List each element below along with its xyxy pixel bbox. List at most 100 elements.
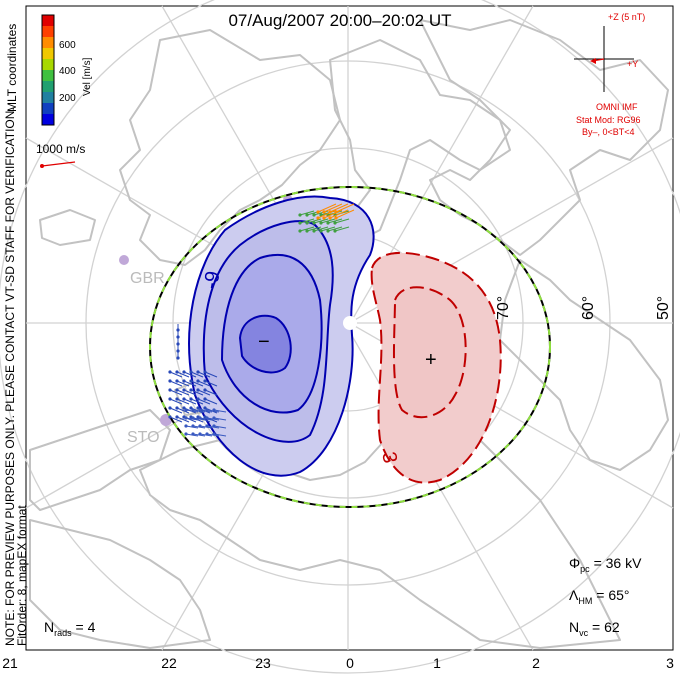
coastline-europe [29,519,211,649]
station-label-sto: STO [127,429,160,446]
velocity-vector [197,371,211,378]
velocity-vector [329,209,349,219]
velocity-vector [169,380,183,387]
fit-order-note: FitOrder: 8, mapEX format [15,505,29,646]
n-rads-stat: Nrads = 4 [44,619,96,638]
mlt-tick-label: 0 [346,655,354,671]
station-label-gbr: GBR [130,270,165,287]
contour-positive-label: 3 [377,450,401,465]
colorbar-unit-label: Vel [m/s] [82,57,93,96]
map-title: 07/Aug/2007 20:00–20:02 UT [228,11,451,30]
velocity-vector [327,226,343,232]
colorbar-cell [42,114,54,126]
velocity-vector [169,398,183,405]
colorbar-cell [42,37,54,49]
velocity-vector [197,398,211,405]
positive-potential-cell: 3 + [370,251,502,484]
velocity-vector [329,203,349,213]
colorbar-cell [42,48,54,60]
mlt-axis: 21 22 23 0 1 2 3 [2,655,674,671]
mlt-tick-label: 21 [2,655,18,671]
negative-potential-cell: -9 − [188,195,375,477]
velocity-vector [335,209,355,219]
velocity-vector [327,218,343,224]
colorbar-cell [42,26,54,38]
velocity-vector [197,380,211,387]
mlt-tick-label: 2 [532,655,540,671]
velocity-vector [183,380,197,387]
coastline-greenland [119,29,341,266]
velocity-vector [176,389,190,396]
velocity-vector [320,226,336,232]
colorbar-frame [41,14,55,126]
velocity-vector [197,389,211,396]
minimum-marker: − [258,331,270,353]
colorbar-tick-label: 200 [59,93,76,104]
imf-y-label: +Y [627,59,638,69]
coastline-scandinavia [29,409,171,511]
velocity-vector [169,389,183,396]
reference-vector-label: 1000 m/s [36,142,85,156]
velocity-vector [190,371,204,378]
velocity-vector [190,380,204,387]
imf-vector-head [590,58,596,64]
coastline-canada [419,19,669,256]
latitude-label-60: 60° [580,296,597,320]
velocity-vector [213,409,227,413]
contour-neg-core [238,314,292,374]
reference-vector: 1000 m/s [36,142,85,168]
coastline-siberia [139,409,621,649]
colorbar-cell [42,103,54,115]
velocity-vector [317,203,337,213]
velocity-vector [183,371,197,378]
velocity-vector [190,389,204,396]
colorbar-tick-label: 600 [59,40,76,51]
contour-negative-label: -9 [200,269,225,290]
velocity-vector [313,218,329,224]
velocity-vector [335,203,355,213]
velocity-vector [323,209,343,219]
radar-site-marker [119,255,129,265]
imf-source-label: OMNI IMF [596,102,638,112]
velocity-vector [306,226,322,232]
velocity-vector [204,398,218,405]
velocity-vector [299,210,315,216]
mlt-tick-label: 22 [161,655,177,671]
colorbar-cell [42,92,54,104]
velocity-vector [313,226,329,232]
latitude-label-50: 50° [655,296,672,320]
velocity-colorbar: 600 400 200 Vel [m/s] [41,14,93,126]
mlt-tick-label: 1 [433,655,441,671]
imf-z-label: +Z (5 nT) [608,12,645,22]
n-vc-stat: Nvc = 62 [569,619,620,638]
mlt-tick-label: 23 [255,655,271,671]
reference-vector-line [41,161,76,167]
coastline-alaska [499,259,669,471]
velocity-vector [183,398,197,405]
coastline-iceland [39,209,96,246]
preview-note: NOTE: FOR PREVIEW PURPOSES ONLY. PLEASE … [3,107,17,646]
coordinates-label: MLT coordinates [5,24,19,112]
velocity-vector [204,389,218,396]
velocity-vector [323,203,343,213]
colorbar-tick-label: 400 [59,66,76,77]
velocity-vector [299,226,315,232]
colorbar-cell [42,81,54,93]
velocity-vector [213,417,227,421]
velocity-vector [176,416,190,423]
mlt-tick-label: 3 [666,655,674,671]
velocity-vector [169,371,183,378]
velocity-vector [306,218,322,224]
velocity-vector [299,218,315,224]
imf-dial: +Z (5 nT) +Y OMNI IMF Stat Mod: RG96 By–… [574,12,645,137]
colorbar-cell [42,59,54,71]
velocity-vector [190,398,204,405]
velocity-vector [176,398,190,405]
contour-pos-inner [392,286,467,419]
latitude-label-70: 70° [495,296,512,320]
velocity-vector [334,218,350,224]
velocity-vector [169,416,183,423]
velocity-vector [204,380,218,387]
